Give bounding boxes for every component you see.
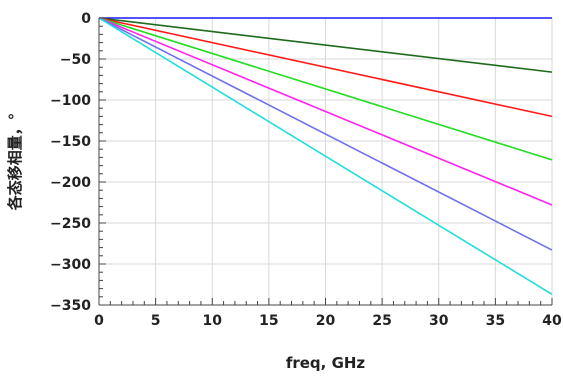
y-tick-label: −250 (50, 216, 91, 232)
y-tick-label: −50 (60, 52, 91, 68)
series-lines (98, 17, 553, 296)
grid (98, 17, 553, 306)
x-tick-label: 0 (94, 313, 104, 329)
y-tick-label: 0 (81, 11, 91, 27)
series-line (98, 17, 553, 206)
series-line (98, 17, 553, 73)
x-axis-title: freq, GHz (286, 354, 366, 372)
y-axis-title: 各态移相量，° (6, 113, 24, 212)
x-tick-label: 10 (203, 313, 223, 329)
y-tick-label: −150 (50, 134, 91, 150)
x-tick-label: 40 (542, 313, 562, 329)
x-tick-label: 25 (372, 313, 391, 329)
y-tick-label: −100 (50, 93, 91, 109)
x-tick-label: 35 (486, 313, 505, 329)
tick-labels: 0 5 10 15 20 25 30 35 40 0 −50 −100 −150 −200 −250 −300… (50, 11, 562, 329)
series-line (98, 17, 553, 118)
x-tick-label: 30 (429, 313, 449, 329)
series-line (98, 17, 553, 161)
x-tick-label: 15 (259, 313, 278, 329)
y-tick-label: −350 (50, 298, 91, 314)
y-tick-label: −200 (50, 175, 91, 191)
x-tick-label: 5 (151, 313, 161, 329)
x-tick-label: 20 (316, 313, 336, 329)
series-line (98, 17, 553, 251)
axes (98, 17, 553, 306)
series-line (98, 17, 553, 296)
y-tick-label: −300 (50, 257, 91, 273)
